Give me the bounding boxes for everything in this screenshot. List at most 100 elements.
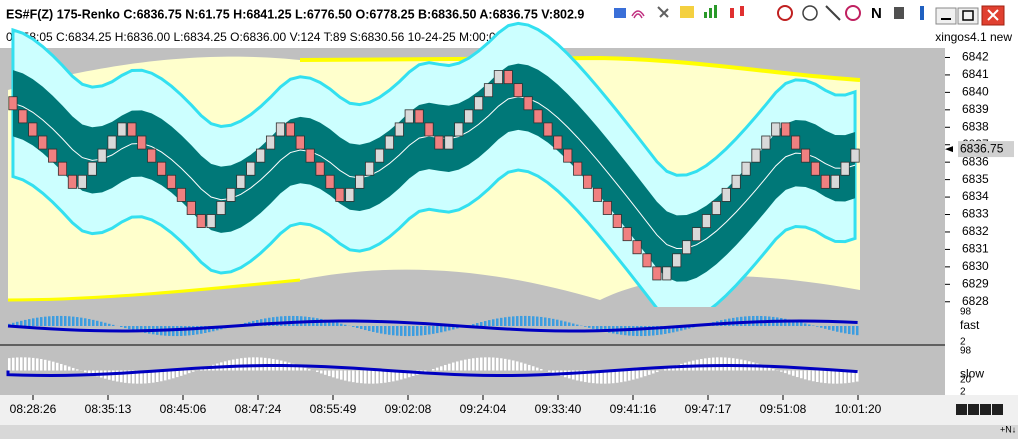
- up-brick: [207, 215, 215, 228]
- down-brick: [811, 162, 819, 175]
- down-brick: [524, 97, 532, 110]
- histogram-bar: [284, 316, 287, 326]
- histogram-bar: [544, 317, 547, 326]
- histogram-bar: [820, 371, 823, 383]
- histogram-bar: [844, 371, 847, 384]
- up-brick: [256, 149, 264, 162]
- histogram-bar: [68, 316, 71, 326]
- histogram-bar: [848, 326, 851, 334]
- up-brick: [356, 175, 364, 188]
- histogram-bar: [852, 326, 855, 335]
- up-brick: [237, 175, 245, 188]
- up-brick: [831, 175, 839, 188]
- down-brick: [573, 162, 581, 175]
- histogram-bar: [184, 371, 187, 375]
- down-brick: [9, 97, 17, 110]
- histogram-bar: [100, 322, 103, 326]
- histogram-bar: [396, 326, 399, 336]
- histogram-bar: [128, 326, 131, 329]
- up-brick: [247, 162, 255, 175]
- up-brick: [841, 162, 849, 175]
- histogram-bar: [636, 371, 639, 379]
- down-brick: [613, 215, 621, 228]
- histogram-bar: [812, 371, 815, 382]
- icon[interactable]: [614, 8, 626, 18]
- histogram-bar: [40, 359, 43, 370]
- histogram-bar: [500, 358, 503, 370]
- up-brick: [445, 136, 453, 149]
- up-brick: [663, 267, 671, 280]
- icon[interactable]: [740, 6, 744, 16]
- down-brick: [791, 136, 799, 149]
- histogram-bar: [808, 324, 811, 326]
- icon[interactable]: [680, 6, 694, 18]
- down-brick: [197, 215, 205, 228]
- histogram-bar: [96, 321, 99, 326]
- histogram-bar: [468, 359, 471, 371]
- minimize[interactable]: [936, 8, 956, 24]
- histogram-bar: [428, 326, 431, 334]
- histogram-bar: [532, 366, 535, 370]
- down-brick: [583, 175, 591, 188]
- x-tick-label: 09:02:08: [385, 402, 432, 416]
- up-brick: [455, 123, 463, 136]
- histogram-bar: [712, 358, 715, 371]
- histogram-bar: [24, 357, 27, 370]
- down-brick: [177, 188, 185, 201]
- up-brick: [217, 201, 225, 214]
- histogram-bar: [520, 316, 523, 326]
- up-brick: [484, 84, 492, 97]
- up-brick: [118, 123, 126, 136]
- histogram-bar: [432, 369, 435, 370]
- x-tick-label: 10:01:20: [835, 402, 882, 416]
- histogram-bar: [344, 325, 347, 326]
- histogram-bar: [340, 324, 343, 326]
- up-brick: [692, 228, 700, 241]
- histogram-bar: [816, 326, 819, 327]
- down-brick: [48, 149, 56, 162]
- histogram-bar: [44, 360, 47, 371]
- up-brick: [752, 149, 760, 162]
- down-brick: [286, 123, 294, 136]
- histogram-bar: [352, 326, 355, 327]
- icon[interactable]: [920, 6, 924, 20]
- histogram-bar: [464, 360, 467, 371]
- y-tick-label: 6840: [962, 85, 989, 99]
- histogram-bar: [612, 371, 615, 384]
- footer: +N↓: [1000, 424, 1016, 434]
- histogram-bar: [20, 357, 23, 370]
- x-tick-label: 08:55:49: [310, 402, 357, 416]
- histogram-bar: [576, 325, 579, 326]
- histogram-bar: [112, 325, 115, 326]
- toolbar-n[interactable]: N: [871, 5, 882, 22]
- histogram-bar: [320, 371, 323, 374]
- icon[interactable]: [730, 8, 734, 18]
- down-brick: [296, 136, 304, 149]
- histogram-bar: [72, 317, 75, 326]
- histogram-bar: [808, 371, 811, 381]
- histogram-bar: [12, 358, 15, 371]
- histogram-bar: [44, 317, 47, 326]
- histogram-bar: [384, 326, 387, 334]
- indicator-name: xingos4.1 new: [935, 30, 1012, 44]
- icon[interactable]: [894, 7, 904, 19]
- down-brick: [167, 175, 175, 188]
- histogram-bar: [356, 326, 359, 328]
- histogram-bar: [832, 371, 835, 384]
- histogram-bar: [476, 358, 479, 371]
- histogram-bar: [376, 371, 379, 384]
- pane-tick: 2: [960, 387, 966, 398]
- histogram-bar: [436, 368, 439, 371]
- histogram-bar: [804, 323, 807, 326]
- histogram-bar: [840, 326, 843, 333]
- histogram-bar: [332, 371, 335, 378]
- down-brick: [306, 149, 314, 162]
- histogram-bar: [792, 371, 795, 376]
- histogram-bar: [520, 362, 523, 370]
- histogram-bar: [836, 371, 839, 384]
- down-brick: [623, 228, 631, 241]
- x-tick-label: 09:24:04: [460, 402, 507, 416]
- histogram-bar: [664, 369, 667, 370]
- down-brick: [643, 254, 651, 267]
- histogram-bar: [32, 318, 35, 326]
